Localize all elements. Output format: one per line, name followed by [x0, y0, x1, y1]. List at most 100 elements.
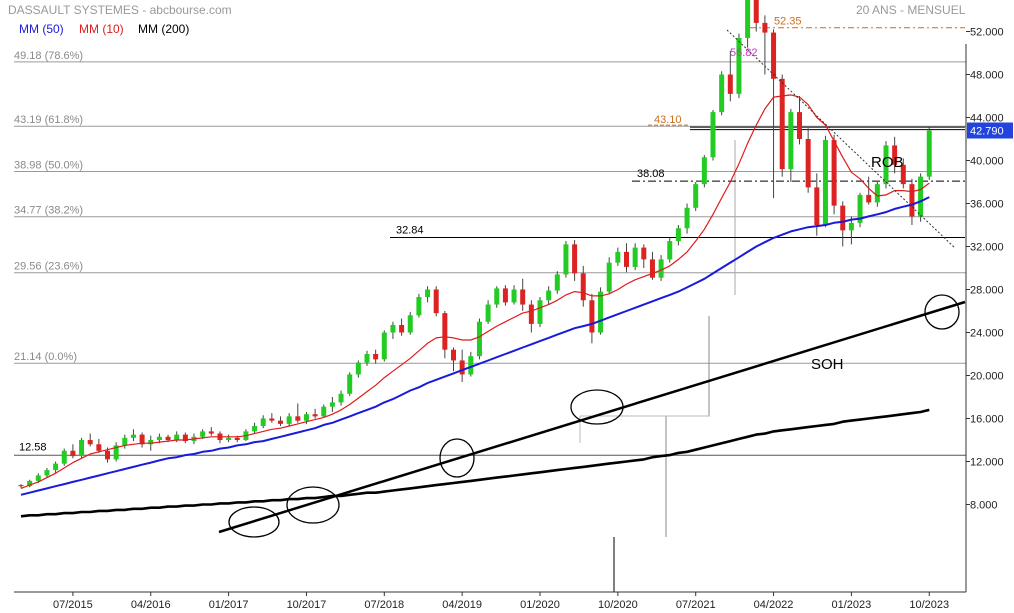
candle-body-58: [520, 289, 526, 305]
y-tick-label-10: 48.000: [970, 70, 1004, 82]
candle-body-73: [649, 259, 655, 278]
candle-body-3: [44, 470, 50, 476]
candle-body-7: [79, 440, 85, 457]
candle-body-43: [390, 324, 396, 333]
candle-body-92: [814, 187, 820, 225]
candle-body-50: [451, 349, 456, 361]
candle-body-36: [329, 402, 335, 407]
y-tick-label-9: 44.000: [970, 113, 1004, 125]
candle-body-10: [105, 450, 110, 460]
moving-averages: [20, 94, 930, 518]
pattern-circle-4: [924, 294, 960, 330]
candle-body-86: [762, 22, 768, 33]
support-trendline: [218, 300, 966, 534]
candle-body-22: [208, 431, 214, 434]
candle-body-27: [252, 426, 258, 432]
x-tick-label-7: 10/2020: [598, 599, 638, 611]
candle-body-59: [528, 304, 534, 324]
candle-body-5: [61, 450, 67, 464]
candle-body-56: [502, 288, 508, 303]
candle-body-104: [918, 176, 924, 217]
candle-body-84: [745, 0, 751, 38]
candle-body-12: [122, 437, 128, 446]
x-tick-label-11: 10/2023: [909, 599, 949, 611]
axes: 8.000 12.000 16.000 20.000 24.000 28.000 32.00…: [14, 27, 1013, 611]
x-tick-label-6: 01/2020: [520, 599, 560, 611]
candle-body-64: [572, 244, 578, 274]
y-tick-label-5: 28.000: [970, 285, 1004, 297]
candle-body-99: [874, 184, 880, 203]
peak-label: 56.82: [730, 47, 758, 59]
candle-body-81: [719, 74, 725, 113]
candle-body-70: [624, 251, 629, 267]
candle-body-66: [589, 300, 595, 333]
soh-annotation: SOH: [811, 356, 844, 373]
candle-body-76: [675, 228, 681, 242]
pattern-circle-2: [439, 438, 475, 478]
candle-body-96: [848, 222, 854, 231]
y-tick-label-0: 8.000: [970, 500, 998, 512]
candle-body-38: [347, 374, 353, 394]
candle-body-63: [563, 244, 569, 275]
candle-body-54: [485, 304, 491, 322]
candle-body-51: [459, 360, 465, 375]
candle-body-2: [35, 475, 41, 481]
candle-body-85: [753, 0, 759, 23]
candle-body-39: [355, 362, 361, 375]
candle-body-83: [736, 37, 742, 94]
candle-body-15: [148, 440, 154, 445]
level-32-label: 32.84: [396, 224, 424, 236]
candle-body-49: [442, 313, 448, 350]
candle-body-28: [260, 418, 266, 427]
pattern-circle-3: [570, 389, 624, 425]
candle-body-65: [580, 273, 586, 301]
candle-body-93: [822, 140, 828, 225]
candle-body-19: [182, 434, 188, 442]
level-43-label: 43.10: [654, 114, 682, 126]
candle-body-62: [554, 274, 560, 291]
candle-body-17: [165, 436, 171, 440]
fib-label-5: 29.56 (23.6%): [14, 261, 83, 273]
annotation-lines: 12.58 52.35 43.10 38.08 32.84: [14, 16, 966, 592]
candle-body-41: [373, 354, 379, 360]
candle-body-67: [598, 291, 604, 333]
y-tick-label-7: 36.000: [970, 199, 1004, 211]
candle-body-97: [857, 194, 863, 223]
candle-body-102: [900, 164, 906, 185]
x-tick-label-3: 10/2017: [287, 599, 327, 611]
candle-body-4: [53, 463, 59, 471]
candles: [18, 0, 932, 489]
candle-body-105: [926, 130, 932, 177]
candle-body-32: [295, 416, 301, 421]
ma200-line: [20, 408, 930, 518]
fib-label-1: 49.18 (78.6%): [14, 50, 83, 62]
candle-body-95: [840, 205, 846, 231]
candle-body-53: [476, 321, 482, 357]
candle-body-18: [174, 434, 180, 440]
candle-body-14: [139, 434, 145, 445]
y-tick-label-8: 40.000: [970, 156, 1004, 168]
candle-body-8: [87, 440, 93, 445]
candle-body-74: [658, 259, 664, 278]
x-tick-label-10: 01/2023: [832, 599, 872, 611]
candle-body-46: [416, 297, 422, 316]
candle-body-89: [788, 112, 794, 170]
ma50-line: [20, 196, 930, 496]
y-tick-label-6: 32.000: [970, 242, 1004, 254]
candle-body-0: [18, 485, 24, 487]
level-52-label: 52.35: [774, 16, 802, 28]
candle-body-25: [234, 437, 240, 440]
fib-label-3: 38.98 (50.0%): [14, 159, 83, 171]
candle-body-68: [606, 262, 612, 292]
candle-body-72: [641, 247, 647, 260]
legend-ma10: MM (10): [79, 22, 124, 36]
resistance-trendline: [726, 29, 956, 249]
candle-body-69: [615, 251, 621, 263]
candle-body-75: [667, 241, 673, 260]
chart-period-label: 20 ANS - MENSUEL: [856, 3, 966, 17]
fib-label-2: 43.19 (61.8%): [14, 114, 83, 126]
candle-body-61: [546, 290, 552, 301]
x-tick-label-2: 01/2017: [209, 599, 249, 611]
candle-body-80: [710, 112, 716, 158]
